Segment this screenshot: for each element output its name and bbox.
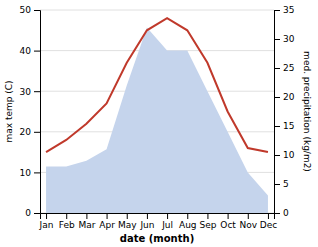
line [46, 18, 268, 152]
tick-mark [147, 213, 148, 219]
tick-label: Feb [59, 220, 75, 230]
tick-mark [34, 10, 40, 11]
tick-mark [34, 91, 40, 92]
tick-mark [274, 97, 280, 98]
tick-mark [46, 213, 47, 219]
tick: May [118, 213, 137, 230]
tick-label: 10 [20, 168, 32, 178]
tick-mark [274, 213, 280, 214]
tick-label: Jul [161, 220, 173, 230]
tick: 40 [20, 46, 40, 56]
tick: 25 [274, 63, 294, 73]
marks [46, 18, 268, 213]
y2-axis-title: med. precipitation (kg/m2) [302, 51, 312, 172]
tick-mark [274, 10, 280, 11]
area [46, 27, 268, 213]
tick-mark [107, 213, 108, 219]
tick: 10 [20, 168, 40, 178]
tick: 10 [274, 150, 295, 160]
tick: Jun [139, 213, 154, 230]
tick-mark [248, 213, 249, 219]
tick: 20 [20, 127, 40, 137]
tick: Jan [39, 213, 54, 230]
tick-label: Jan [39, 220, 54, 230]
tick-mark [167, 213, 168, 219]
tick-label: Oct [220, 220, 236, 230]
tick: Oct [220, 213, 236, 230]
tick-label: 15 [283, 121, 294, 131]
tick-mark [127, 213, 128, 219]
tick-mark [34, 213, 40, 214]
tick: 5 [274, 179, 289, 189]
tick: 15 [274, 121, 294, 131]
tick-mark [274, 68, 280, 69]
tick-label: 5 [283, 179, 289, 189]
tick-label: Sep [199, 220, 216, 230]
grid-line [40, 10, 274, 11]
tick-label: May [118, 220, 137, 230]
tick: 50 [20, 5, 40, 15]
x-axis-title: date (month) [120, 233, 194, 244]
tick-mark [274, 126, 280, 127]
tick: Mar [78, 213, 95, 230]
tick-mark [274, 184, 280, 185]
tick: Apr [99, 213, 115, 230]
tick-label: Nov [239, 220, 257, 230]
tick-label: 25 [283, 63, 294, 73]
tick-label: Mar [78, 220, 95, 230]
tick-label: Apr [99, 220, 115, 230]
tick-mark [274, 39, 280, 40]
tick-label: Aug [179, 220, 197, 230]
tick: Sep [199, 213, 216, 230]
tick-label: 35 [283, 5, 294, 15]
tick-label: 40 [20, 46, 32, 56]
tick-label: 10 [283, 150, 295, 160]
y-axis: 0 10 20 30 40 50 [20, 5, 41, 218]
tick-label: 50 [20, 5, 32, 15]
tick-mark [268, 213, 269, 219]
tick: 35 [274, 5, 294, 15]
tick-label: 30 [20, 87, 32, 97]
tick-label: Jun [139, 220, 154, 230]
x-axis: Jan FebMar AprMayJun Jul AugSep OctNovDec [39, 213, 278, 230]
tick-mark [34, 172, 40, 173]
tick-mark [86, 213, 87, 219]
tick-label: 20 [20, 127, 32, 137]
tick: Jul [161, 213, 173, 230]
tick-mark [66, 213, 67, 219]
tick: 30 [20, 87, 40, 97]
tick-mark [34, 51, 40, 52]
plot: Jan FebMar AprMayJun Jul AugSep OctNovDec 0 10 2… [4, 5, 312, 244]
tick: 20 [274, 92, 295, 102]
tick-label: 30 [283, 34, 295, 44]
tick-label: 20 [283, 92, 295, 102]
axis-line [275, 11, 281, 214]
tick: Dec [260, 213, 277, 230]
tick-label: 0 [283, 208, 289, 218]
tick-mark [274, 155, 280, 156]
axis-line [41, 214, 275, 220]
tick-mark [34, 132, 40, 133]
tick-mark [207, 213, 208, 219]
grid [40, 10, 274, 213]
tick: Nov [239, 213, 257, 230]
tick: Aug [179, 213, 197, 230]
axis-line [34, 11, 41, 214]
tick: 30 [274, 34, 295, 44]
tick-mark [187, 213, 188, 219]
tick-label: Dec [260, 220, 277, 230]
chart: Jan FebMar AprMayJun Jul AugSep OctNovDec 0 10 2… [0, 0, 318, 247]
tick: 0 [25, 208, 40, 218]
tick: Feb [59, 213, 75, 230]
tick: 0 [274, 208, 289, 218]
y2-axis: 0 5 10 15 20 25 30 35 [274, 5, 295, 218]
y-axis-title: max temp (C) [4, 80, 14, 142]
tick-label: 0 [25, 208, 31, 218]
tick-mark [228, 213, 229, 219]
